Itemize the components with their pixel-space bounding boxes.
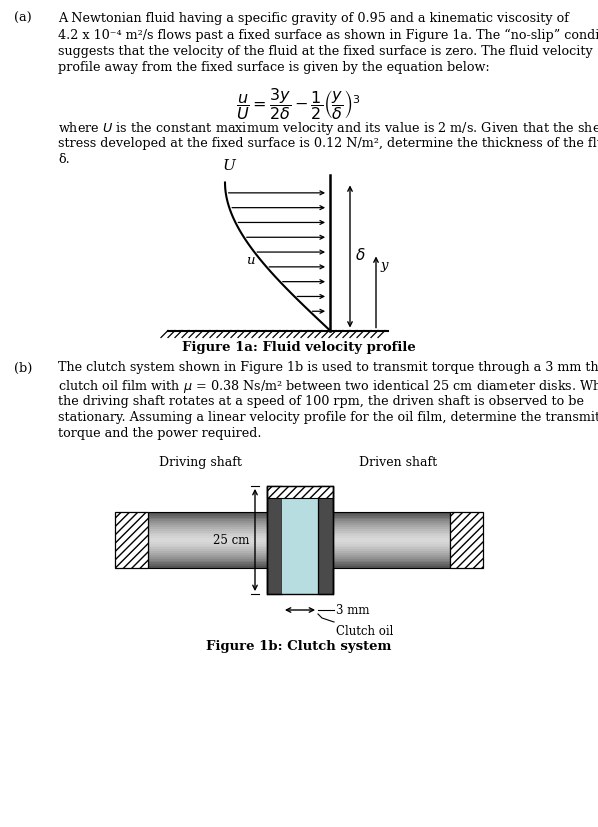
Bar (148, 529, 267, 531)
Text: δ.: δ. (58, 153, 70, 165)
Bar (148, 513, 267, 514)
Bar (148, 566, 267, 568)
Bar (148, 540, 267, 543)
Bar (333, 518, 450, 520)
Text: A Newtonian fluid having a specific gravity of 0.95 and a kinematic viscosity of: A Newtonian fluid having a specific grav… (58, 12, 569, 25)
Text: Clutch oil: Clutch oil (336, 624, 393, 638)
Bar (148, 522, 267, 523)
Text: 4.2 x 10⁻⁴ m²/s flows past a fixed surface as shown in Figure 1a. The “no-slip” : 4.2 x 10⁻⁴ m²/s flows past a fixed surfa… (58, 28, 598, 41)
Text: Driven shaft: Driven shaft (359, 456, 437, 468)
Text: The clutch system shown in Figure 1b is used to transmit torque through a 3 mm t: The clutch system shown in Figure 1b is … (58, 361, 598, 374)
Bar (450, 513, 483, 568)
Bar (333, 514, 450, 516)
Bar (333, 559, 450, 561)
Text: the driving shaft rotates at a speed of 100 rpm, the driven shaft is observed to: the driving shaft rotates at a speed of … (58, 394, 584, 407)
Bar (148, 546, 267, 547)
Bar (148, 559, 267, 561)
Bar (333, 552, 450, 553)
Text: 25 cm: 25 cm (213, 534, 249, 547)
Text: $\delta$: $\delta$ (355, 246, 365, 262)
Bar (267, 486, 333, 499)
Bar (148, 531, 267, 533)
Text: u: u (246, 254, 254, 266)
Text: Driving shaft: Driving shaft (158, 456, 242, 468)
Bar (148, 561, 267, 562)
Bar (333, 538, 450, 540)
Bar (148, 555, 267, 557)
Bar (282, 486, 318, 595)
Bar (333, 529, 450, 531)
Text: profile away from the fixed surface is given by the equation below:: profile away from the fixed surface is g… (58, 61, 490, 74)
Bar (333, 516, 450, 518)
Bar (267, 486, 282, 595)
Bar (333, 513, 450, 568)
Bar (333, 557, 450, 559)
Bar (333, 528, 450, 529)
Bar (333, 562, 450, 565)
Bar (148, 553, 267, 555)
Bar (148, 557, 267, 559)
Text: (a): (a) (14, 12, 32, 25)
Bar (148, 538, 267, 540)
Bar (318, 486, 333, 595)
Bar (148, 528, 267, 529)
Bar (148, 513, 267, 568)
Bar (333, 520, 450, 522)
Bar (333, 544, 450, 546)
Bar (333, 555, 450, 557)
Bar (148, 520, 267, 522)
Bar (333, 525, 450, 528)
Bar (333, 553, 450, 555)
Bar (148, 514, 267, 516)
Bar (148, 516, 267, 518)
Bar (333, 537, 450, 538)
Bar (148, 537, 267, 538)
Bar (333, 513, 450, 514)
Bar (148, 562, 267, 565)
Bar (333, 547, 450, 550)
Text: U: U (223, 160, 236, 174)
Bar (267, 486, 333, 595)
Text: suggests that the velocity of the fluid at the fixed surface is zero. The fluid : suggests that the velocity of the fluid … (58, 45, 593, 58)
Bar (148, 565, 267, 566)
Bar (148, 544, 267, 546)
Text: where $U$ is the constant maximum velocity and its value is 2 m/s. Given that th: where $U$ is the constant maximum veloci… (58, 120, 598, 136)
Text: 3 mm: 3 mm (336, 604, 370, 617)
Bar (333, 531, 450, 533)
Text: torque and the power required.: torque and the power required. (58, 427, 261, 440)
Bar (333, 546, 450, 547)
Bar (333, 566, 450, 568)
Bar (148, 535, 267, 537)
Bar (148, 543, 267, 544)
Bar (333, 543, 450, 544)
Bar (148, 525, 267, 528)
Text: stationary. Assuming a linear velocity profile for the oil film, determine the t: stationary. Assuming a linear velocity p… (58, 410, 598, 423)
Bar (333, 561, 450, 562)
Text: Figure 1b: Clutch system: Figure 1b: Clutch system (206, 639, 392, 653)
Bar (333, 533, 450, 535)
Bar (333, 565, 450, 566)
Bar (148, 552, 267, 553)
Bar (148, 533, 267, 535)
Bar (115, 513, 148, 568)
Bar (148, 547, 267, 550)
Text: Figure 1a: Fluid velocity profile: Figure 1a: Fluid velocity profile (182, 341, 416, 354)
Bar (148, 518, 267, 520)
Bar (333, 540, 450, 543)
Text: (b): (b) (14, 361, 32, 374)
Bar (333, 535, 450, 537)
Bar (333, 522, 450, 523)
Bar (148, 523, 267, 525)
Bar (333, 523, 450, 525)
Bar (333, 550, 450, 552)
Text: clutch oil film with $\mu$ = 0.38 Ns/m² between two identical 25 cm diameter dis: clutch oil film with $\mu$ = 0.38 Ns/m² … (58, 378, 598, 394)
Text: y: y (380, 258, 388, 271)
Text: $\dfrac{u}{U} = \dfrac{3y}{2\delta} - \dfrac{1}{2}\left(\dfrac{y}{\delta}\right): $\dfrac{u}{U} = \dfrac{3y}{2\delta} - \d… (236, 86, 362, 122)
Bar (148, 550, 267, 552)
Text: stress developed at the fixed surface is 0.12 N/m², determine the thickness of t: stress developed at the fixed surface is… (58, 136, 598, 150)
